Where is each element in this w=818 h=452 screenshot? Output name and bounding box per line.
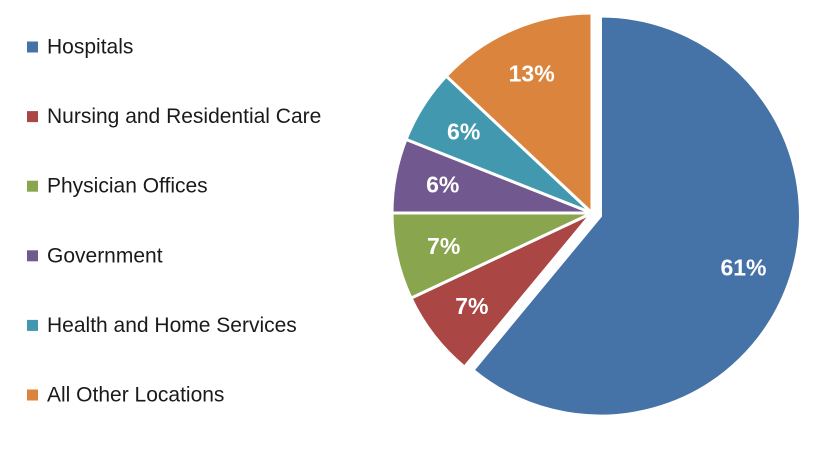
data-label-hospitals: 61% bbox=[720, 255, 766, 281]
data-label-all-other-locations: 13% bbox=[509, 61, 555, 87]
pie-slice-hospitals bbox=[470, 14, 802, 418]
legend-item-hospitals: Hospitals bbox=[27, 36, 133, 59]
legend-label: Physician Offices bbox=[47, 175, 208, 198]
legend-label: Hospitals bbox=[47, 36, 133, 59]
data-label-physician-offices: 7% bbox=[427, 233, 460, 259]
legend-item-all-other-locations: All Other Locations bbox=[27, 384, 224, 407]
legend-label: All Other Locations bbox=[47, 384, 224, 407]
pie-slice-all-other-locations bbox=[444, 11, 594, 217]
pie-slices bbox=[390, 11, 802, 418]
legend-item-nursing-and-residential-care: Nursing and Residential Care bbox=[27, 105, 321, 128]
pie-data-labels: 61% 7% 7% 6% 6% 13% bbox=[426, 61, 766, 320]
legend-label: Health and Home Services bbox=[47, 314, 297, 337]
legend-swatch bbox=[27, 111, 38, 123]
legend-swatch bbox=[27, 180, 38, 192]
data-label-government: 6% bbox=[426, 172, 459, 198]
legend-swatch bbox=[27, 41, 38, 53]
chart-legend: Hospitals Nursing and Residential Care Phy… bbox=[27, 36, 321, 407]
legend-label: Nursing and Residential Care bbox=[47, 105, 321, 128]
legend-label: Government bbox=[47, 244, 163, 267]
legend-item-health-and-home-services: Health and Home Services bbox=[27, 314, 297, 337]
data-label-health-and-home-services: 6% bbox=[447, 119, 480, 145]
legend-swatch bbox=[27, 250, 38, 262]
legend-item-physician-offices: Physician Offices bbox=[27, 175, 208, 198]
data-label-nursing-and-residential-care: 7% bbox=[455, 293, 488, 319]
legend-swatch bbox=[27, 389, 38, 401]
legend-swatch bbox=[27, 319, 38, 331]
legend-item-government: Government bbox=[27, 244, 163, 267]
